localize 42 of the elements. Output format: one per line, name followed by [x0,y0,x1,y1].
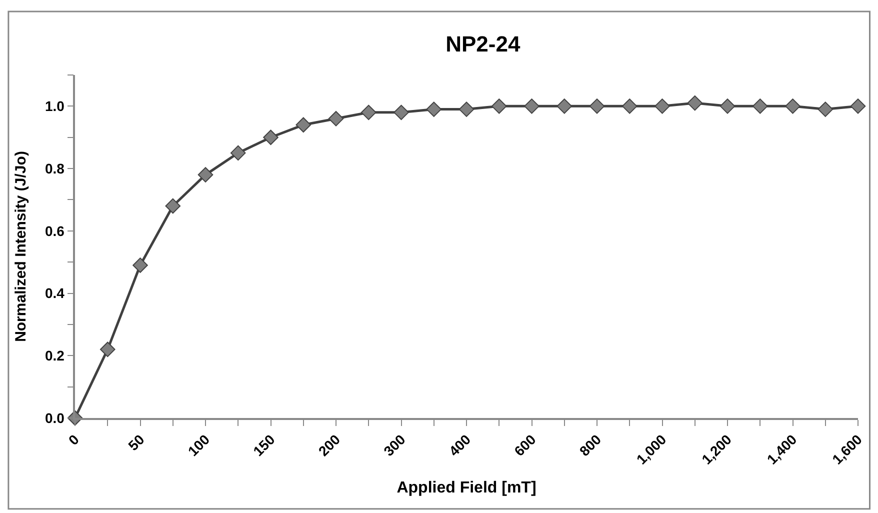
y-tick-label: 0.2 [44,348,65,364]
y-axis-title: Normalized Intensity (J/Jo) [12,151,30,342]
x-tick-label: 800 [576,431,604,460]
point [524,98,540,114]
x-tick-label: 50 [124,431,148,454]
point [818,102,834,117]
point [263,130,278,146]
point [328,111,344,126]
y-tick-label: 1.0 [44,98,65,114]
point [720,98,736,114]
point [198,167,214,182]
point [458,102,474,117]
y-tick-label: 0.4 [44,285,65,302]
x-tick-label: 100 [184,431,213,460]
point [394,104,409,120]
point [100,342,116,358]
point [589,98,605,114]
x-tick-label: 600 [510,431,539,460]
y-tick-label: 0.0 [44,410,65,426]
point [132,258,148,273]
point [491,98,507,114]
x-tick-label: 400 [446,431,474,460]
point [687,95,703,111]
x-tick-label: 150 [250,431,278,460]
point [426,102,442,117]
point [360,104,376,120]
x-tick-label: 200 [315,431,344,460]
point [296,117,312,133]
point [165,198,181,214]
x-axis-title: Applied Field [mT] [396,480,536,497]
x-tick-label: 300 [380,431,408,460]
point [850,98,866,114]
chart-title: NP2-24 [446,31,521,56]
point [556,98,572,114]
point [230,145,246,161]
x-tick-label: 0 [65,431,82,448]
y-tick-label: 0.8 [44,160,65,176]
y-tick-label: 0.6 [44,222,65,239]
point [752,98,768,114]
point [622,98,638,114]
point [785,98,800,114]
point [654,98,670,114]
